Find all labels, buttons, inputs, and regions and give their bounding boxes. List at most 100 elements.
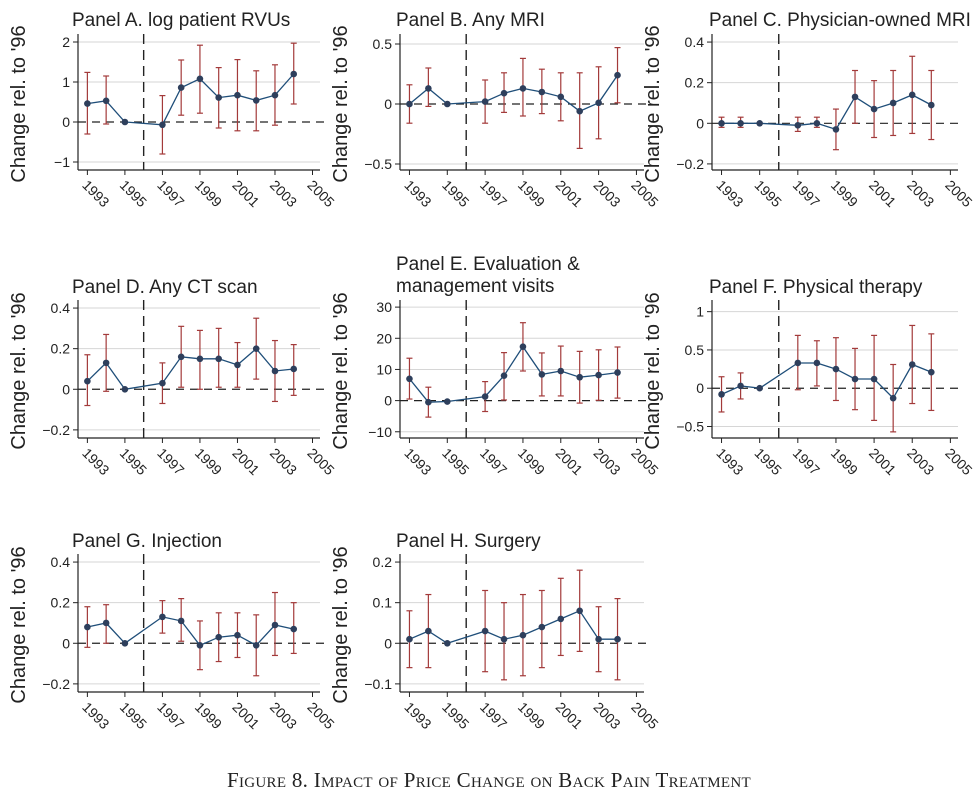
- series-line: [721, 94, 932, 131]
- y-tick-label: 0.5: [373, 36, 393, 52]
- panel-d: Panel D. Any CT scan Change rel. to '96 0.…: [8, 277, 338, 478]
- x-tick-label: 1999: [828, 445, 861, 478]
- data-point: [177, 617, 185, 625]
- data-point: [406, 375, 413, 383]
- y-tick-label: 0.4: [51, 300, 71, 316]
- data-point: [737, 382, 744, 390]
- x-tick-label: 1999: [192, 445, 225, 478]
- y-tick-label: 1: [62, 74, 70, 90]
- panel-title: Panel B. Any MRI: [396, 10, 545, 31]
- x-tick-label: 2001: [553, 177, 586, 210]
- data-point: [538, 371, 546, 378]
- y-tick-label: 0: [384, 96, 392, 112]
- panel-title: Panel E. Evaluation &: [396, 254, 580, 275]
- data-point: [813, 119, 821, 127]
- y-axis-label: Change rel. to '96: [330, 292, 352, 449]
- data-point: [870, 105, 878, 113]
- y-tick-label: 0: [696, 380, 704, 396]
- data-point: [234, 631, 241, 639]
- x-tick-label: 2001: [553, 699, 586, 732]
- x-tick-label: 2001: [229, 445, 262, 478]
- data-point: [406, 100, 413, 108]
- data-point: [928, 101, 935, 109]
- x-tick-label: 2003: [267, 177, 300, 210]
- data-point: [196, 75, 204, 83]
- x-tick-label: 1997: [477, 445, 510, 478]
- x-tick-label: 2003: [904, 445, 937, 478]
- data-point: [252, 97, 260, 104]
- y-tick-label: 0.4: [51, 554, 71, 570]
- data-point: [737, 119, 744, 127]
- series-line: [408, 345, 618, 403]
- data-point: [557, 93, 565, 101]
- data-point: [443, 639, 451, 647]
- data-point: [500, 372, 508, 379]
- y-tick-label: 0.5: [685, 342, 705, 358]
- panel-title: Panel C. Physician-owned MRI: [709, 10, 971, 31]
- data-point: [196, 642, 204, 649]
- y-tick-label: 0: [62, 381, 70, 397]
- y-axis-label: Change rel. to '96: [8, 25, 30, 182]
- data-point: [832, 126, 840, 133]
- data-point: [290, 70, 298, 78]
- data-point: [614, 369, 621, 376]
- panel-c: Panel C. Physician-owned MRI Change rel. …: [642, 10, 976, 210]
- data-point: [500, 89, 508, 97]
- x-tick-label: 1997: [154, 177, 187, 210]
- y-axis-label: Change rel. to '96: [642, 25, 664, 182]
- data-point: [756, 384, 763, 392]
- y-tick-label: −10: [368, 424, 392, 440]
- y-tick-label: 0: [62, 635, 70, 651]
- x-tick-label: 1995: [752, 445, 785, 478]
- data-point: [557, 367, 565, 375]
- y-tick-label: −1: [54, 154, 70, 170]
- data-point: [102, 359, 110, 367]
- x-tick-label: 1993: [401, 699, 434, 732]
- panel-title: Panel A. log patient RVUs: [72, 10, 290, 31]
- data-point: [443, 100, 451, 108]
- y-tick-label: 10: [376, 361, 392, 377]
- x-tick-label: 1997: [154, 445, 187, 478]
- series-line: [409, 74, 619, 112]
- x-tick-label: 2003: [590, 445, 623, 478]
- y-tick-label: 0.1: [373, 595, 393, 611]
- data-point: [425, 398, 432, 406]
- x-tick-label: 2005: [942, 177, 975, 210]
- y-tick-label: −0.2: [42, 422, 70, 438]
- data-point: [576, 107, 583, 115]
- data-point: [271, 91, 279, 99]
- y-tick-label: −0.2: [42, 676, 70, 692]
- panel-b: Panel B. Any MRI Change rel. to '96 0.5 0 −0…: [330, 10, 662, 210]
- data-point: [84, 377, 91, 385]
- data-point: [851, 93, 859, 101]
- x-tick-label: 1997: [477, 177, 510, 210]
- y-axis-label: Change rel. to '96: [8, 292, 30, 449]
- data-point: [794, 359, 802, 367]
- x-tick-label: 1995: [117, 445, 150, 478]
- panel-title: Panel H. Surgery: [396, 531, 541, 552]
- data-point: [102, 97, 110, 105]
- data-point: [832, 365, 840, 373]
- panel-h: Panel H. Surgery Change rel. to '96 0.2 0.1…: [330, 531, 662, 732]
- data-point: [889, 99, 897, 107]
- data-point: [443, 398, 451, 405]
- data-point: [718, 391, 725, 398]
- x-tick-label: 1993: [79, 699, 112, 732]
- x-tick-label: 1993: [713, 445, 746, 478]
- x-tick-label: 2001: [866, 177, 899, 210]
- data-point: [121, 385, 129, 393]
- data-point: [756, 119, 763, 127]
- y-tick-label: 0: [384, 393, 392, 409]
- data-point: [538, 623, 546, 631]
- x-tick-label: 2003: [590, 177, 623, 210]
- data-point: [519, 631, 527, 639]
- y-tick-label: 0.2: [51, 595, 71, 611]
- x-tick-label: 1999: [192, 177, 225, 210]
- x-tick-label: 2005: [942, 445, 975, 478]
- x-tick-label: 2001: [229, 177, 262, 210]
- data-point: [595, 371, 602, 379]
- x-tick-label: 1995: [439, 445, 472, 478]
- data-point: [234, 91, 241, 99]
- data-point: [215, 94, 222, 101]
- x-tick-label: 2005: [628, 699, 661, 732]
